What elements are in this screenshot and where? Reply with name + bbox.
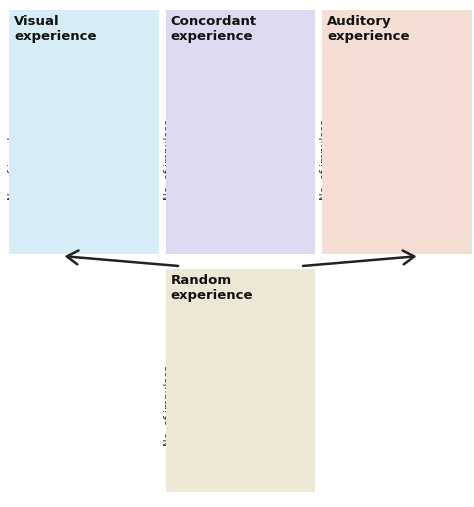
Text: **: ** bbox=[264, 74, 277, 87]
Bar bbox=[240, 206, 262, 236]
Bar bbox=[397, 197, 418, 236]
Text: Visual
experience: Visual experience bbox=[14, 15, 97, 43]
Text: Sum: Sum bbox=[40, 188, 60, 197]
Bar bbox=[49, 210, 70, 236]
Text: +8%: +8% bbox=[413, 96, 437, 106]
Y-axis label: No. of impulses: No. of impulses bbox=[320, 120, 330, 200]
Bar bbox=[276, 417, 297, 476]
Text: Sum: Sum bbox=[196, 153, 217, 161]
Bar bbox=[240, 469, 262, 476]
Bar bbox=[362, 156, 383, 236]
Text: Concordant
experience: Concordant experience bbox=[171, 15, 257, 43]
Bar bbox=[205, 194, 226, 236]
Text: +22%: +22% bbox=[255, 365, 285, 375]
Text: Random
experience: Random experience bbox=[171, 274, 253, 302]
Y-axis label: No. of impulses: No. of impulses bbox=[8, 120, 18, 200]
Bar bbox=[432, 150, 453, 236]
Text: NS: NS bbox=[418, 77, 432, 87]
Bar bbox=[205, 427, 226, 476]
Text: Auditory
experience: Auditory experience bbox=[327, 15, 410, 43]
Bar bbox=[119, 209, 140, 236]
Text: NS: NS bbox=[107, 161, 121, 171]
Text: Sum: Sum bbox=[196, 410, 217, 419]
Bar bbox=[276, 112, 297, 236]
Bar bbox=[84, 225, 105, 236]
Y-axis label: No. of impulses: No. of impulses bbox=[164, 120, 174, 200]
Text: +7.1%: +7.1% bbox=[98, 183, 130, 193]
Y-axis label: No. of impulses: No. of impulses bbox=[164, 366, 174, 446]
Text: NS: NS bbox=[263, 347, 278, 357]
Text: +165%: +165% bbox=[253, 96, 288, 106]
Text: Sum: Sum bbox=[353, 105, 373, 114]
